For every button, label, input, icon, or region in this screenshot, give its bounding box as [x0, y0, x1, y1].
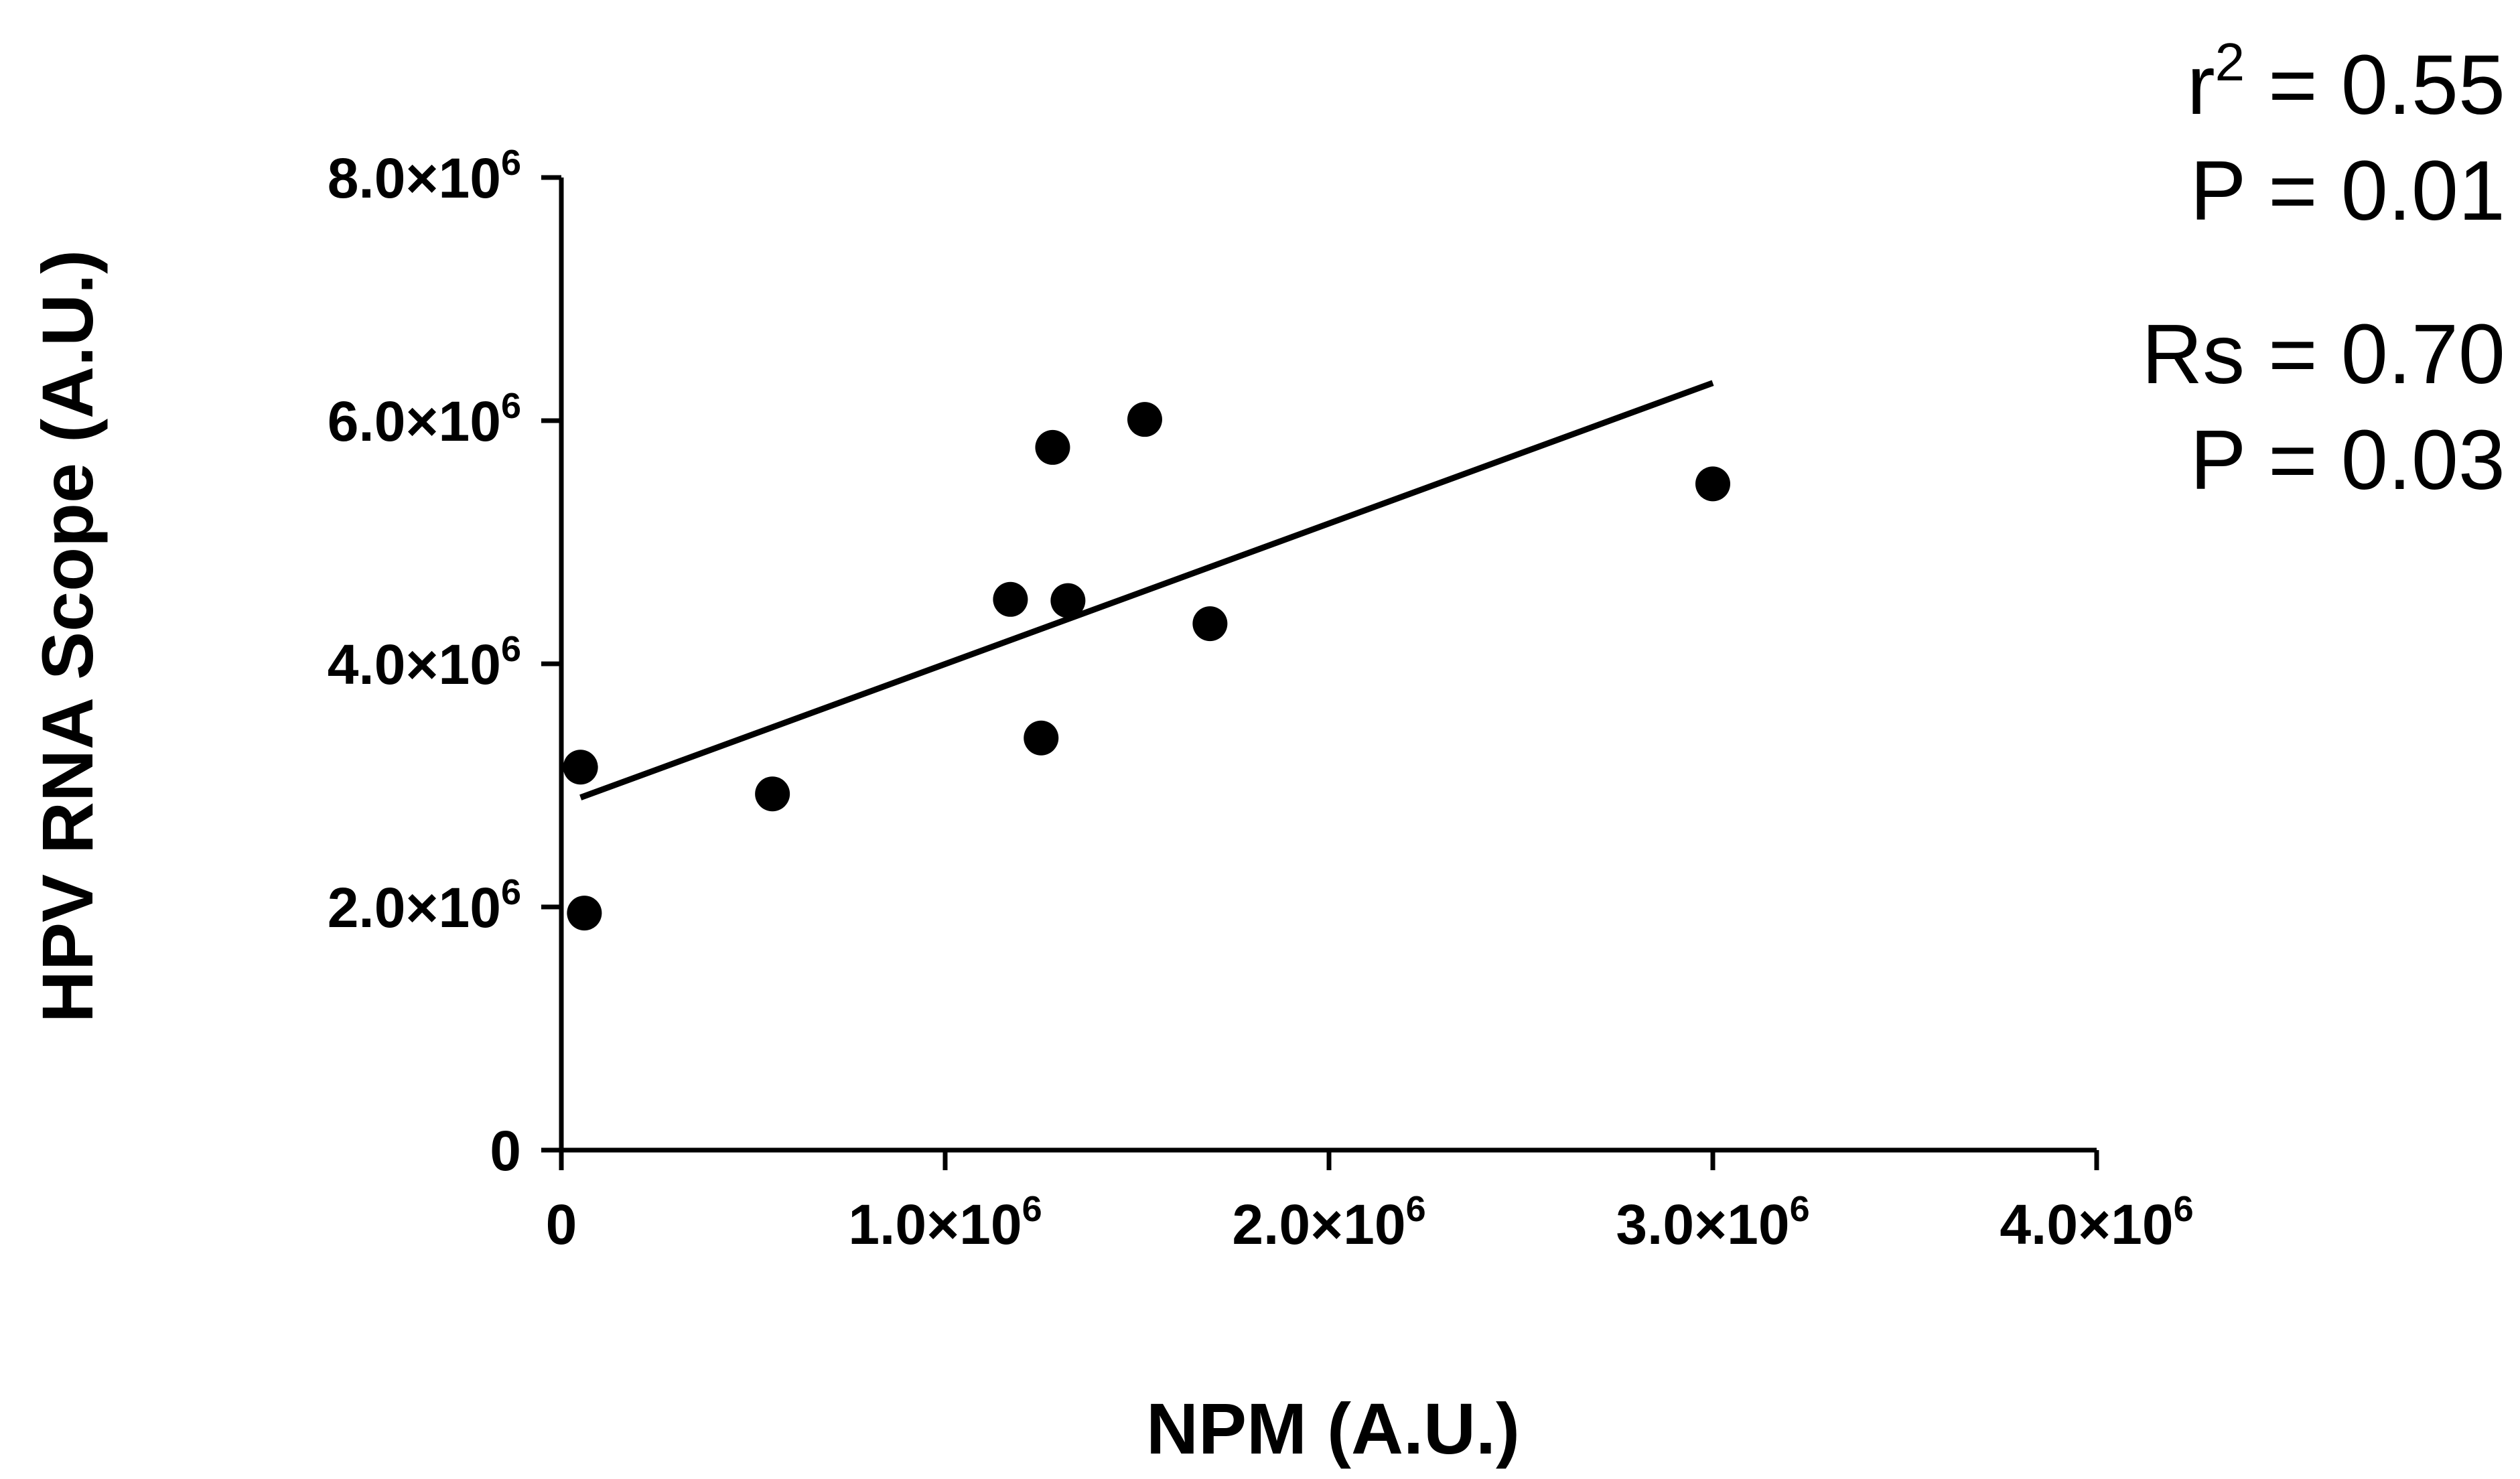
y-tick-label-4: 8.0×106: [328, 143, 521, 210]
data-point-5: [1035, 429, 1070, 465]
x-axis-title: NPM (A.U.): [1146, 1388, 1520, 1469]
fit-line-group: [579, 380, 1714, 800]
p-value-spearman: P = 0.03: [2190, 413, 2505, 507]
y-tick-label-0: 0: [490, 1119, 521, 1182]
data-point-7: [1127, 402, 1162, 437]
statistics-annotation: r2 = 0.55 P = 0.01 Rs = 0.70 P = 0.03: [2142, 32, 2505, 507]
x-tick-label-1: 1.0×106: [848, 1189, 1042, 1256]
data-point-9: [1695, 466, 1730, 502]
data-point-1: [567, 896, 602, 931]
data-point-4: [1024, 720, 1059, 756]
y-tick-label-2: 4.0×106: [328, 629, 521, 696]
x-tick-label-2: 2.0×106: [1232, 1189, 1425, 1256]
y-tick-label-3: 6.0×106: [328, 386, 521, 453]
x-tick-label-4: 4.0×106: [2000, 1189, 2193, 1256]
x-tick-label-3: 3.0×106: [1616, 1189, 1809, 1256]
regression-line: [579, 380, 1714, 800]
p-value-pearson: P = 0.01: [2190, 143, 2505, 238]
axes: [559, 178, 2097, 1153]
data-point-2: [755, 776, 790, 812]
data-points: [563, 402, 1730, 931]
data-point-8: [1192, 606, 1228, 642]
spearman-rs-label: Rs = 0.70: [2142, 307, 2505, 401]
data-point-0: [563, 750, 598, 785]
r-squared-label: r2 = 0.55: [2187, 32, 2505, 132]
x-tick-label-0: 0: [546, 1193, 577, 1256]
ticks: 0 1.0×106 2.0×106 3.0×106 4.0×106 0 2.0×106 4.0…: [328, 143, 2194, 1256]
y-axis-title: HPV RNA Scope (A.U.): [27, 250, 108, 1023]
data-point-3: [993, 581, 1028, 617]
data-point-6: [1050, 583, 1086, 618]
y-tick-label-1: 2.0×106: [328, 872, 521, 939]
